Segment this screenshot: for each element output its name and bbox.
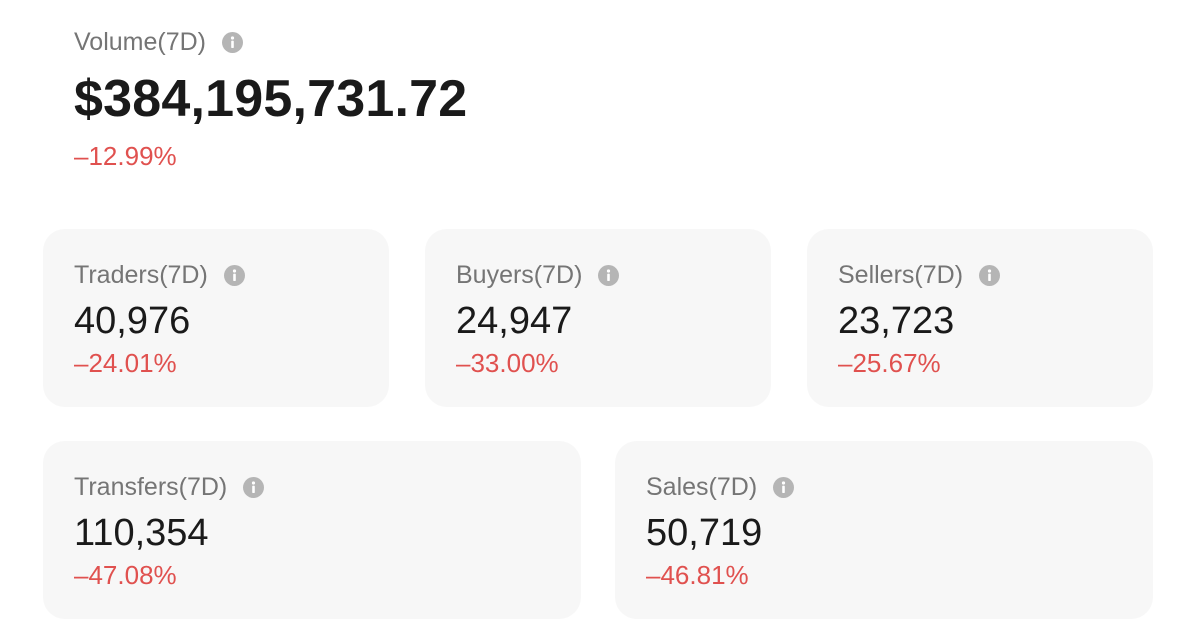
volume-label-row: Volume(7D)	[74, 22, 467, 62]
volume-change: –12.99%	[74, 141, 177, 171]
traders-label-row: Traders(7D)	[74, 255, 389, 295]
volume-summary: Volume(7D) $384,195,731.72 –12.99%	[74, 22, 467, 174]
traders-label: Traders(7D)	[74, 261, 208, 289]
info-icon[interactable]	[773, 476, 795, 498]
info-icon[interactable]	[979, 264, 1001, 286]
sellers-card: Sellers(7D) 23,723 –25.67%	[807, 229, 1153, 407]
volume-value: $384,195,731.72	[74, 70, 468, 128]
sales-label-row: Sales(7D)	[646, 467, 1153, 507]
info-icon[interactable]	[222, 31, 243, 53]
transfers-change: –47.08%	[74, 560, 177, 590]
info-icon[interactable]	[223, 264, 245, 286]
transfers-value: 110,354	[74, 512, 209, 554]
sellers-value: 23,723	[838, 300, 955, 342]
traders-value: 40,976	[74, 300, 191, 342]
sellers-label-row: Sellers(7D)	[838, 255, 1153, 295]
info-icon[interactable]	[598, 264, 620, 286]
traders-card: Traders(7D) 40,976 –24.01%	[43, 229, 389, 407]
info-icon[interactable]	[243, 476, 265, 498]
buyers-label: Buyers(7D)	[456, 261, 583, 289]
buyers-value: 24,947	[456, 300, 573, 342]
sales-label: Sales(7D)	[646, 473, 758, 501]
buyers-label-row: Buyers(7D)	[456, 255, 771, 295]
transfers-label: Transfers(7D)	[74, 473, 228, 501]
sales-change: –46.81%	[646, 560, 749, 590]
buyers-change: –33.00%	[456, 348, 559, 378]
sellers-change: –25.67%	[838, 348, 941, 378]
transfers-label-row: Transfers(7D)	[74, 467, 581, 507]
buyers-card: Buyers(7D) 24,947 –33.00%	[425, 229, 771, 407]
sales-card: Sales(7D) 50,719 –46.81%	[615, 441, 1153, 619]
sales-value: 50,719	[646, 512, 763, 554]
sellers-label: Sellers(7D)	[838, 261, 964, 289]
transfers-card: Transfers(7D) 110,354 –47.08%	[43, 441, 581, 619]
volume-label: Volume(7D)	[74, 28, 206, 56]
traders-change: –24.01%	[74, 348, 177, 378]
